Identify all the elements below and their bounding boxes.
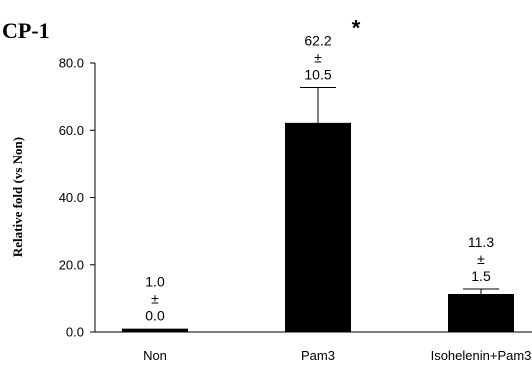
y-ticks: 0.0 20.0 40.0 60.0 80.0 [59, 56, 95, 340]
value-label: 62.2 [304, 33, 331, 49]
y-tick-label: 80.0 [59, 56, 84, 71]
y-tick-label: 60.0 [59, 123, 84, 138]
bar [448, 294, 514, 332]
plus-minus-label: ± [314, 50, 322, 66]
error-label: 1.5 [471, 268, 491, 284]
y-tick-label: 0.0 [66, 325, 84, 340]
significance-marker: * [352, 16, 361, 41]
error-bars [300, 87, 499, 295]
category-labels: Non Pam3 Isohelenin+Pam3 [143, 348, 531, 363]
category-label: Isohelenin+Pam3 [431, 348, 532, 363]
data-labels: 1.0±0.062.2±10.5*11.3±1.5 [145, 16, 494, 324]
category-label: Non [143, 348, 167, 363]
error-label: 0.0 [145, 308, 165, 324]
bar [122, 328, 188, 332]
plus-minus-label: ± [151, 291, 159, 307]
y-tick-label: 20.0 [59, 257, 84, 272]
category-label: Pam3 [301, 348, 335, 363]
y-tick-label: 40.0 [59, 190, 84, 205]
value-label: 11.3 [468, 234, 494, 250]
bar [285, 122, 351, 332]
error-label: 10.5 [304, 67, 331, 83]
bars [122, 122, 514, 332]
plus-minus-label: ± [477, 251, 485, 267]
value-label: 1.0 [145, 274, 165, 290]
chart-title: CP-1 [2, 18, 50, 43]
y-axis-label: Relative fold (vs Non) [10, 137, 25, 257]
